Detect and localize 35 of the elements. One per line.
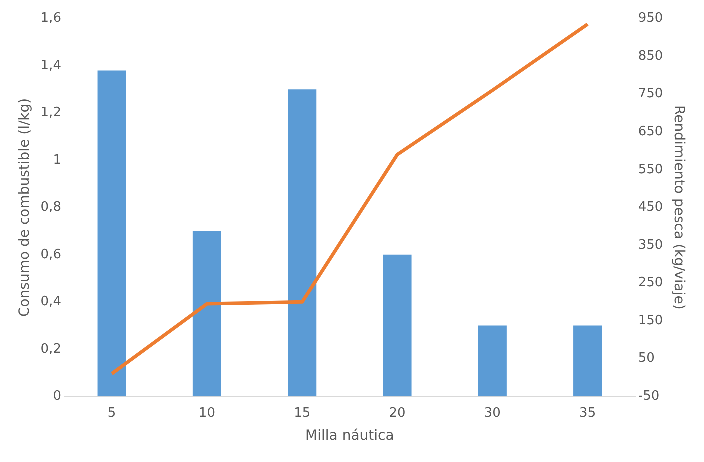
y2-tick-label: 50 bbox=[638, 351, 655, 366]
bar bbox=[98, 70, 126, 397]
y2-axis-title: Rendimiento pesca (kg/viaje) bbox=[670, 106, 687, 310]
y-tick-label: 1,6 bbox=[40, 11, 62, 26]
y2-tick-label: 550 bbox=[638, 162, 664, 178]
x-axis-title: Milla náutica bbox=[306, 428, 394, 444]
x-tick-label: 20 bbox=[389, 406, 406, 421]
y-tick-label: 0,2 bbox=[40, 342, 62, 357]
y-tick-label: 1,4 bbox=[40, 58, 62, 74]
y-tick-label: 0,8 bbox=[40, 200, 62, 216]
y-tick-label: 0,6 bbox=[40, 247, 62, 262]
x-tick-label: 35 bbox=[580, 406, 596, 421]
y-tick-label: 1,2 bbox=[40, 106, 62, 121]
bar bbox=[574, 326, 602, 397]
x-tick-label: 10 bbox=[198, 406, 216, 421]
y2-tick-label: 750 bbox=[638, 86, 664, 102]
y2-tick-label: 850 bbox=[638, 48, 664, 64]
x-tick-label: 15 bbox=[294, 406, 311, 421]
bar bbox=[192, 231, 222, 397]
y2-tick-label: 650 bbox=[638, 124, 664, 140]
bar bbox=[288, 90, 317, 397]
y2-tick-label: 250 bbox=[638, 276, 664, 291]
y2-tick-label: 350 bbox=[638, 238, 664, 253]
x-tick-label: 5 bbox=[108, 406, 116, 421]
y-axis-title: Consumo de combustible (l/kg) bbox=[17, 98, 34, 318]
y-tick-label: 0 bbox=[53, 388, 62, 404]
y2-tick-label: -50 bbox=[638, 388, 660, 404]
y-tick-label: 1 bbox=[53, 152, 62, 168]
y2-tick-label: 450 bbox=[638, 200, 664, 216]
x-tick-label: 30 bbox=[484, 406, 501, 421]
bar bbox=[478, 326, 507, 397]
y2-tick-label: 950 bbox=[638, 11, 664, 26]
y2-tick-label: 150 bbox=[638, 313, 664, 328]
bar bbox=[383, 254, 412, 397]
y-tick-label: 0,4 bbox=[40, 294, 62, 310]
